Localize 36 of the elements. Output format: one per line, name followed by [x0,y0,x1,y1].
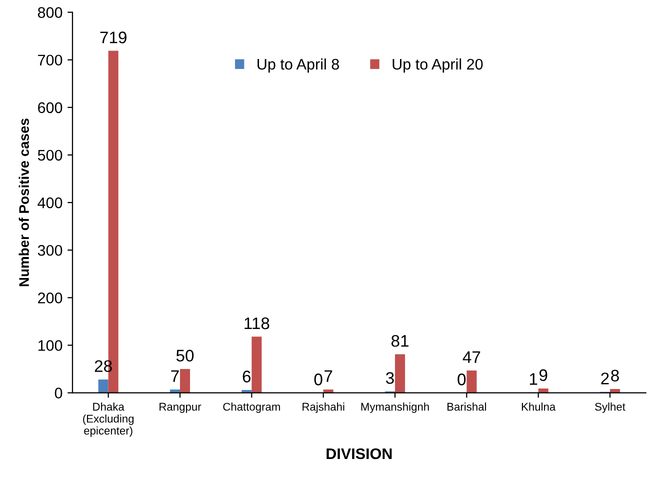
x-tick-label: Barishal [447,402,486,411]
y-tick-label: 600 [38,102,62,114]
y-axis-title: Number of Positive cases [18,118,29,286]
data-label: 7 [324,370,332,382]
data-label: 50 [176,350,194,362]
x-tick-label: Mymanshignh [361,402,429,413]
y-tick-label: 500 [38,150,62,161]
x-tick-label: Dhaka (Excluding epicenter) [83,402,134,437]
y-tick-label: 200 [38,292,62,304]
y-tick-label: 700 [38,54,62,66]
data-label: 2 [601,372,609,384]
data-label: 0 [314,374,322,386]
x-tick-label: Sylhet [595,402,626,413]
data-label: 118 [244,317,270,330]
data-label: 9 [539,369,548,382]
x-tick-label: Chattogram [223,402,280,413]
data-label: 47 [462,351,480,363]
y-tick-label: 300 [38,244,62,256]
x-tick-label: Rajshahi [302,402,344,413]
data-label: 6 [242,370,251,382]
data-label: 7 [171,370,179,382]
y-tick-label: 0 [54,388,62,398]
x-axis-title: DIVISION [326,448,392,460]
data-label: 1 [530,373,538,385]
data-label: 81 [391,335,408,347]
y-tick-label: 400 [38,197,62,208]
data-label: 8 [611,370,619,382]
x-tick-label: Rangpur [160,402,202,413]
y-tick-label: 800 [38,7,62,18]
legend-label: Up to April 20 [392,58,483,73]
legend-label: Up to April 8 [258,58,339,73]
y-tick-label: 100 [38,340,62,351]
data-label: 3 [386,372,394,384]
data-label: 719 [100,32,126,44]
data-label: 0 [458,374,466,386]
x-tick-label: Khulna [522,402,556,411]
